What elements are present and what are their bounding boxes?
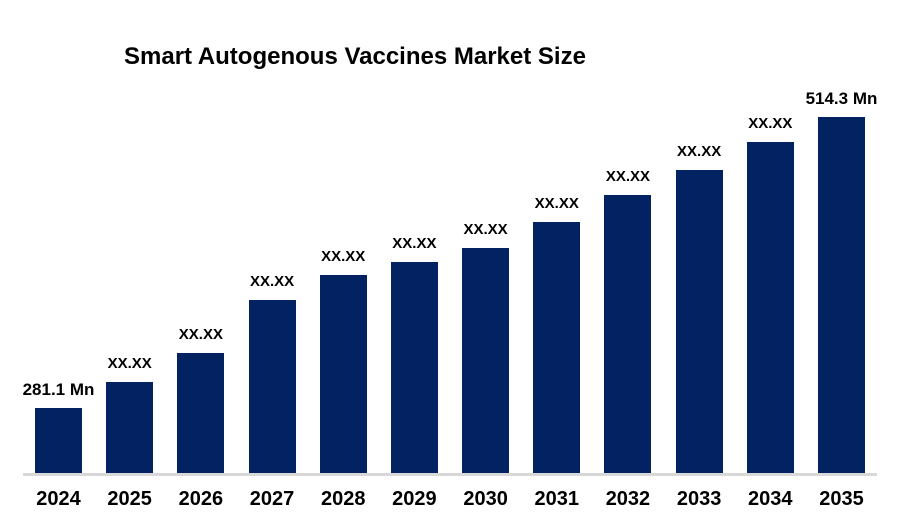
value-label-2024: 281.1 Mn <box>22 380 95 399</box>
value-label-2028: XX.XX <box>321 248 366 265</box>
bar-2035 <box>817 117 865 473</box>
bar-2033 <box>675 170 723 473</box>
year-label-2027: 2027 <box>249 488 295 510</box>
bar-2029 <box>390 262 438 473</box>
value-label-2027: XX.XX <box>249 273 295 290</box>
value-label-2025: XX.XX <box>107 355 152 372</box>
bar-2024 <box>35 408 82 473</box>
year-label-2032: 2032 <box>605 488 651 510</box>
year-label-2033: 2033 <box>676 488 722 510</box>
value-label-2034: XX.XX <box>748 115 793 132</box>
value-label-2033: XX.XX <box>677 143 722 160</box>
year-label-2026: 2026 <box>178 488 224 510</box>
year-label-2034: 2034 <box>748 488 793 510</box>
value-label-2031: XX.XX <box>534 195 579 212</box>
value-label-2030: XX.XX <box>463 221 508 238</box>
value-label-2035: 514.3 Mn <box>805 89 878 108</box>
value-label-2026: XX.XX <box>178 326 223 343</box>
bar-2030 <box>462 248 510 473</box>
chart-title: Smart Autogenous Vaccines Market Size <box>124 43 586 70</box>
year-label-2029: 2029 <box>392 488 437 510</box>
year-label-2035: 2035 <box>819 488 864 510</box>
year-label-2031: 2031 <box>534 488 580 510</box>
value-label-2029: XX.XX <box>392 235 437 252</box>
bar-2031 <box>533 222 581 473</box>
value-label-2032: XX.XX <box>605 168 651 185</box>
bar-2028 <box>319 275 367 473</box>
year-label-2028: 2028 <box>320 488 366 510</box>
bar-2026 <box>177 353 225 473</box>
bar-2034 <box>746 142 794 473</box>
year-label-2025: 2025 <box>107 488 152 510</box>
year-label-2024: 2024 <box>36 488 81 510</box>
bar-2032 <box>604 195 652 473</box>
x-axis-line <box>23 473 877 476</box>
year-label-2030: 2030 <box>463 488 508 510</box>
bar-2027 <box>248 300 296 473</box>
bar-2025 <box>106 382 154 473</box>
